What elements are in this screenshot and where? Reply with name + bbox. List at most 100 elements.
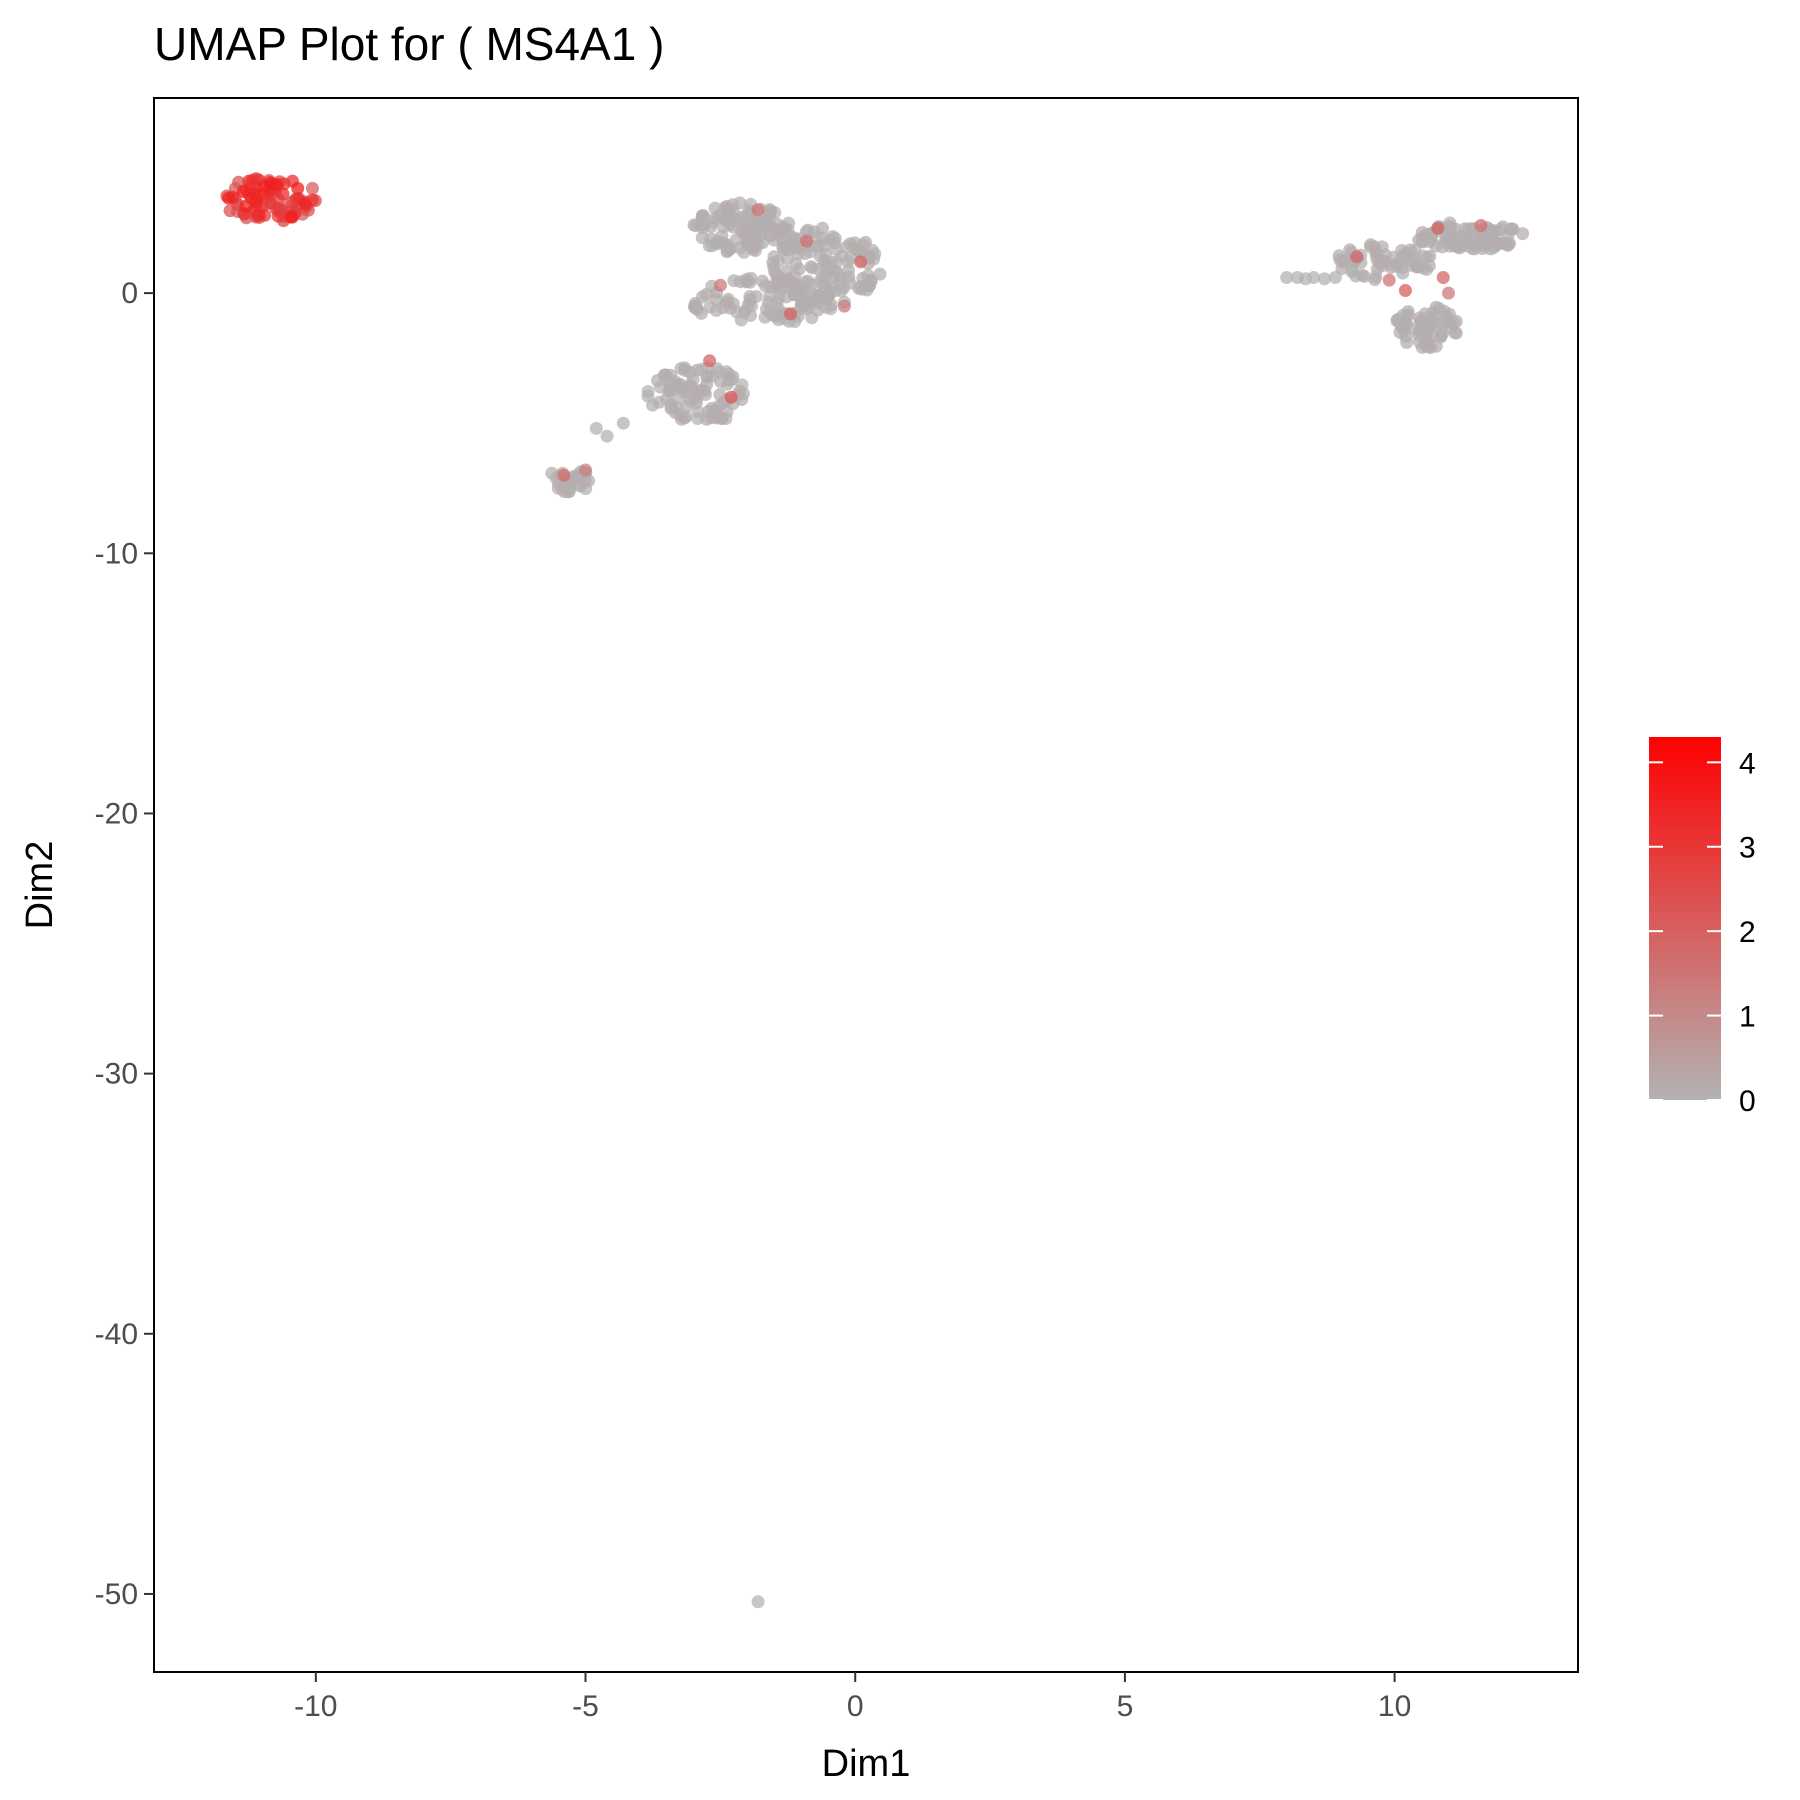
data-point (276, 187, 290, 201)
x-tick-label: 0 (847, 1690, 864, 1723)
data-point (815, 231, 829, 245)
data-point (556, 482, 569, 496)
data-point (701, 369, 715, 383)
y-axis-title: Dim2 (19, 841, 61, 930)
data-point (239, 199, 253, 213)
data-point (1434, 330, 1448, 344)
x-tick-label: 5 (1117, 1690, 1134, 1723)
data-point (1494, 222, 1508, 236)
data-point (1465, 241, 1479, 255)
data-point (760, 302, 773, 316)
data-point (772, 224, 786, 238)
data-point (1368, 273, 1382, 287)
data-point (1506, 222, 1520, 236)
y-tick-label: -40 (95, 1318, 138, 1351)
y-tick-label: -30 (95, 1058, 138, 1091)
colorbar-tick-label: 4 (1739, 747, 1756, 780)
data-point (687, 218, 701, 232)
data-point (720, 365, 733, 379)
data-point (873, 267, 887, 281)
data-point (842, 270, 856, 284)
colorbar-tick-label: 2 (1739, 916, 1756, 949)
data-point (822, 289, 836, 302)
data-point (1400, 336, 1414, 349)
data-point (801, 274, 815, 288)
data-point (800, 234, 814, 248)
data-point (788, 233, 802, 247)
data-point (1464, 222, 1478, 236)
data-point (1368, 240, 1382, 254)
y-axis: 0 -10 -20 -30 -40 -50 (95, 277, 154, 1611)
data-point (1437, 304, 1451, 318)
colorbar (1649, 737, 1721, 1100)
data-point (1318, 272, 1331, 286)
data-point (1475, 242, 1489, 255)
data-point (699, 287, 713, 301)
data-point (1415, 235, 1429, 248)
colorbar-tick-label: 3 (1739, 832, 1756, 865)
data-point (673, 377, 687, 391)
data-point (758, 279, 772, 293)
data-point (670, 401, 684, 415)
y-tick-label: -20 (95, 797, 138, 830)
data-point (284, 210, 298, 224)
data-point (704, 219, 718, 233)
data-point (1421, 335, 1435, 349)
data-point (1398, 284, 1412, 297)
colorbar-legend: 0 1 2 3 4 (1649, 737, 1756, 1118)
data-point (828, 264, 842, 278)
data-point (1345, 262, 1359, 276)
data-point (657, 369, 671, 382)
colorbar-tick-label: 0 (1739, 1085, 1756, 1118)
y-tick-label: -50 (95, 1578, 138, 1611)
data-point (844, 251, 857, 265)
data-point (812, 290, 826, 304)
chart-title: UMAP Plot for ( MS4A1 ) (154, 18, 664, 70)
data-point (249, 195, 263, 209)
data-point (1444, 234, 1458, 248)
data-point (857, 238, 870, 252)
data-point (1307, 271, 1321, 284)
data-point (652, 395, 666, 409)
data-point (817, 254, 831, 268)
data-point (724, 390, 738, 404)
data-point (305, 181, 319, 195)
data-point (1414, 316, 1428, 330)
data-point (1335, 262, 1349, 276)
x-axis-title: Dim1 (822, 1743, 911, 1785)
plot-panel-border (153, 97, 1579, 1673)
data-point (683, 378, 697, 392)
colorbar-tick-label: 1 (1739, 1001, 1756, 1034)
data-point (747, 240, 761, 254)
data-point (794, 299, 808, 313)
data-point (770, 306, 784, 320)
data-point (709, 292, 723, 306)
data-point (854, 255, 868, 269)
data-point (818, 278, 832, 292)
data-point (751, 203, 765, 217)
x-tick-label: -10 (294, 1690, 337, 1723)
data-point (702, 404, 715, 418)
data-point (1410, 260, 1424, 274)
data-point (776, 234, 790, 248)
data-point (784, 307, 797, 321)
data-point (751, 1595, 765, 1609)
data-point (679, 410, 693, 424)
data-point (236, 185, 250, 198)
data-point (1350, 250, 1364, 264)
data-point (1431, 221, 1445, 235)
data-point (683, 366, 697, 379)
data-point (1442, 286, 1455, 300)
data-point (780, 251, 794, 265)
data-point (837, 299, 851, 313)
y-tick-label: -10 (95, 537, 138, 570)
x-tick-label: 10 (1378, 1690, 1411, 1723)
data-point (263, 176, 277, 190)
data-point (734, 313, 748, 327)
data-point (749, 214, 763, 228)
data-point (718, 237, 732, 251)
data-point (1436, 271, 1450, 284)
data-point (557, 468, 571, 482)
data-point (1449, 326, 1463, 340)
data-point (1396, 249, 1410, 263)
